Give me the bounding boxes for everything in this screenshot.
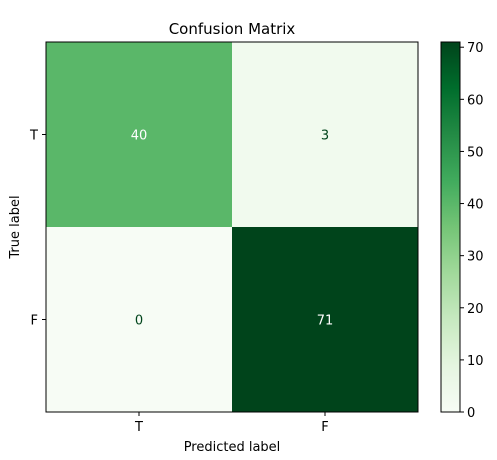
- x-tick-label: T: [134, 420, 143, 435]
- matrix-cell: [232, 227, 418, 412]
- colorbar-tick-label: 60: [467, 93, 484, 108]
- cell-value-label: 71: [317, 314, 334, 329]
- x-tick-label: F: [321, 420, 328, 435]
- chart-title: Confusion Matrix: [169, 20, 296, 38]
- colorbar-tick-label: 50: [467, 145, 484, 160]
- colorbar: [440, 41, 461, 413]
- cell-value-label: 40: [131, 129, 148, 144]
- colorbar-tick-label: 20: [467, 302, 484, 317]
- colorbar-ticks: 0 10 20 30 40 50 60 70: [460, 41, 484, 421]
- cell-value-label: 0: [135, 314, 143, 329]
- colorbar-tick-label: 30: [467, 250, 484, 265]
- colorbar-tick-label: 0: [467, 406, 475, 421]
- matrix-frame: [45, 41, 419, 413]
- colorbar-tick-label: 70: [467, 41, 484, 56]
- colorbar-tick-label: 40: [467, 198, 484, 213]
- x-axis-label: Predicted label: [184, 440, 281, 455]
- matrix-cell: [46, 227, 232, 412]
- cell-value-label: 3: [321, 129, 329, 144]
- y-axis-ticks: TF: [29, 129, 46, 329]
- colorbar-tick-label: 10: [467, 354, 484, 369]
- y-tick-label: F: [31, 314, 38, 329]
- matrix-cell: [46, 42, 232, 227]
- matrix-cells: 40 3 0 71: [46, 42, 418, 412]
- y-axis-label: True label: [8, 195, 23, 259]
- matrix-cell: [232, 42, 418, 227]
- y-tick-label: T: [29, 129, 38, 144]
